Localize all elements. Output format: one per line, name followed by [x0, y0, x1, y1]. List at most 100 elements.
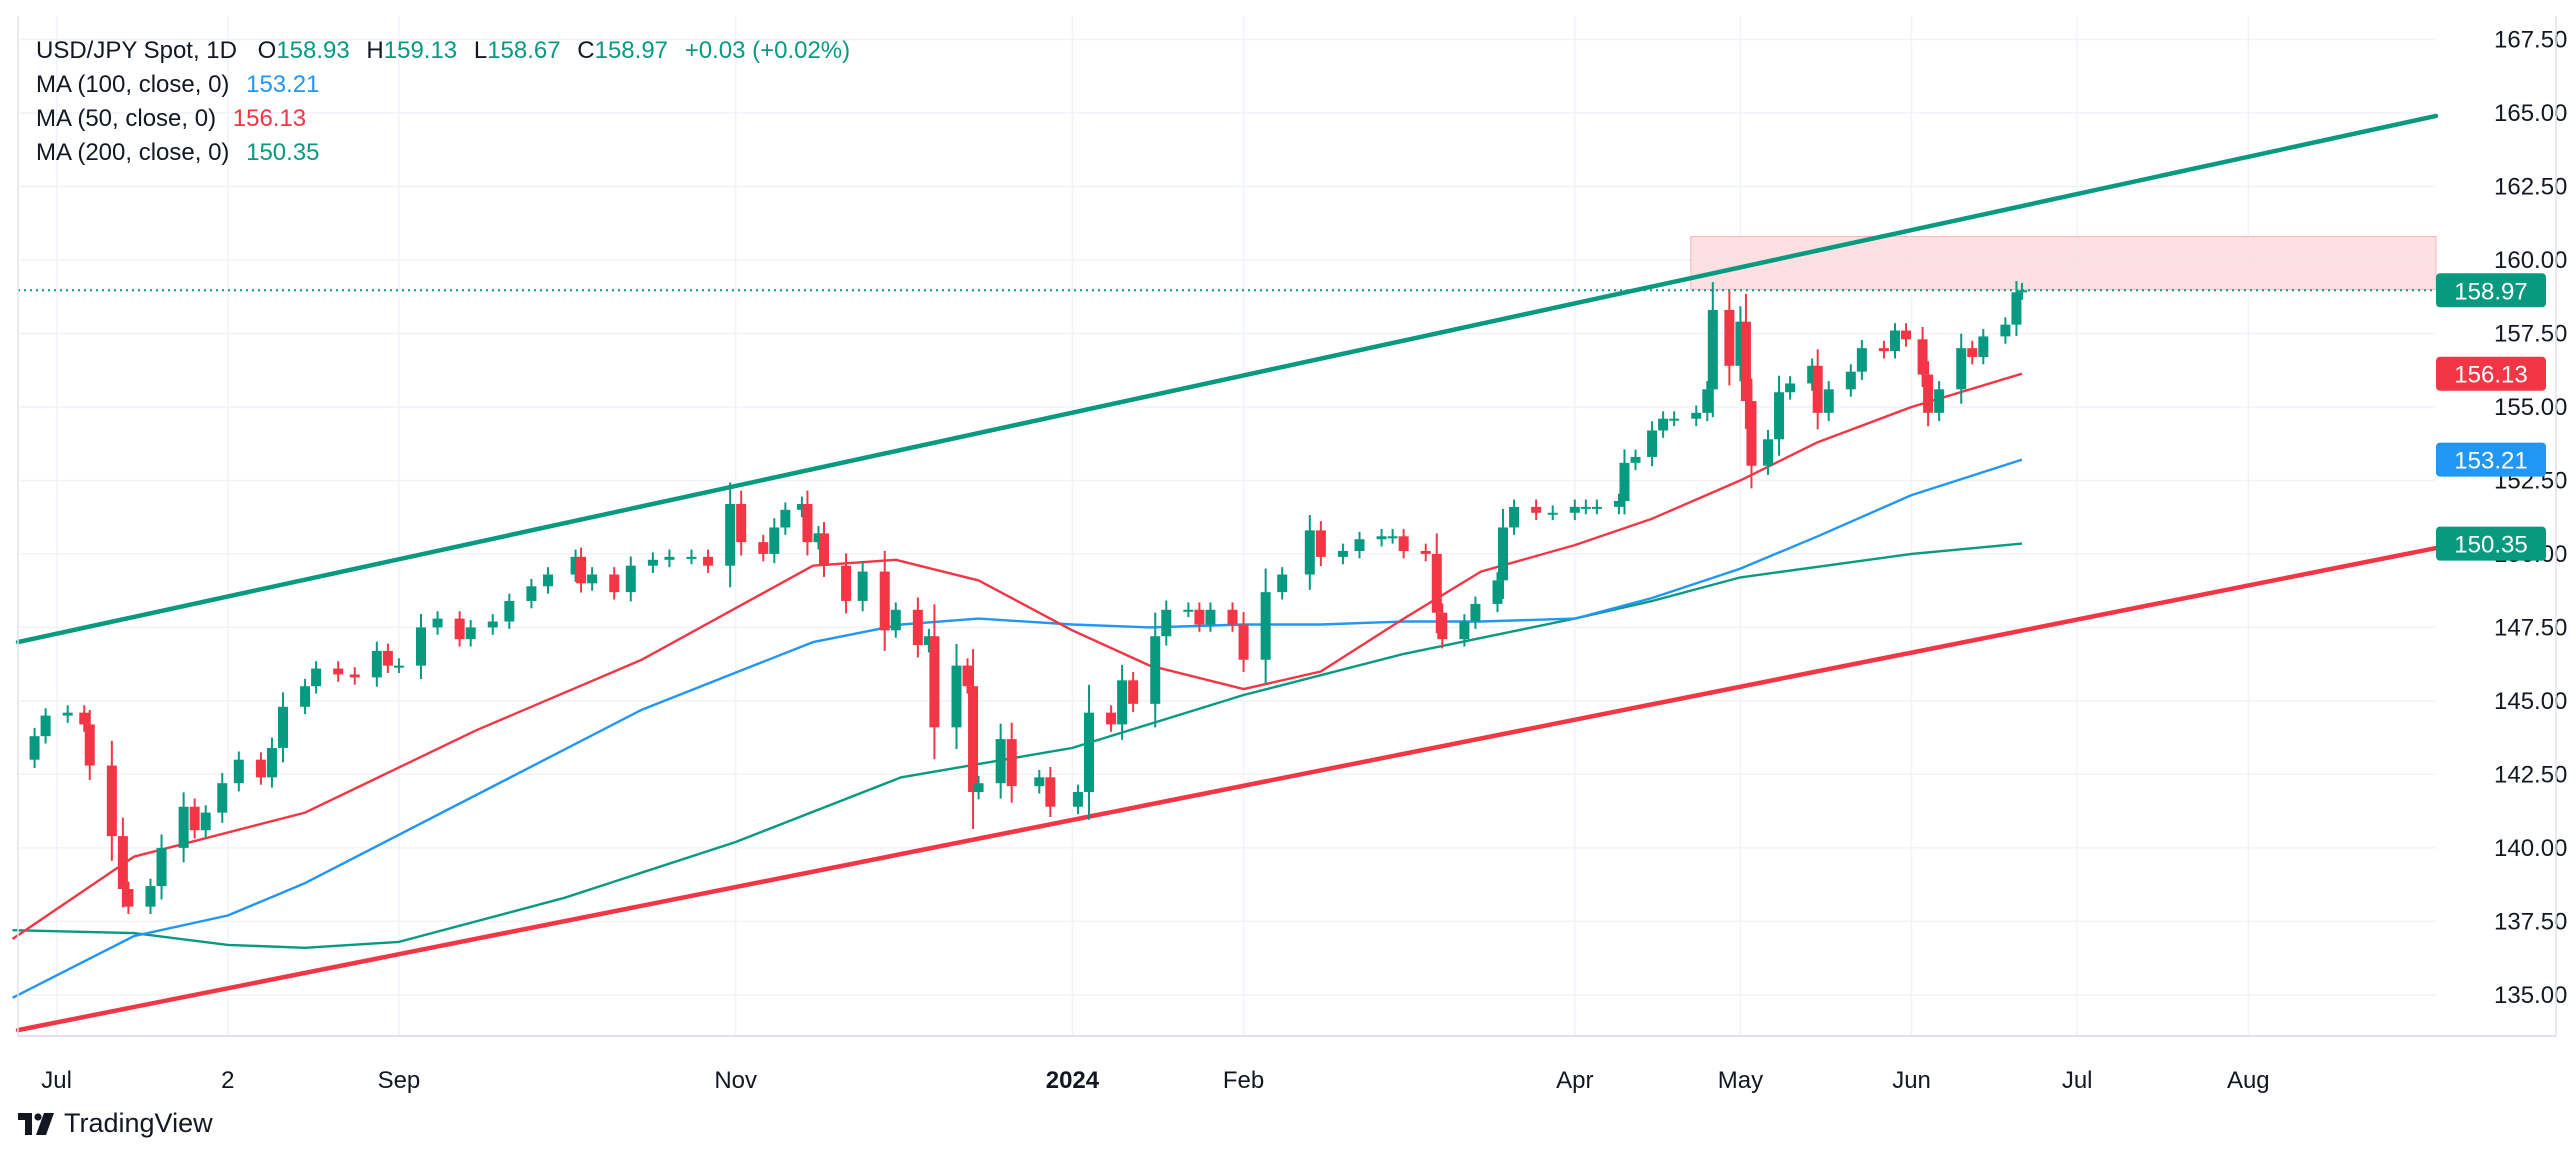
candle-body-up [1763, 439, 1774, 466]
candle-body-up [393, 665, 404, 668]
moving-averages-layer [11, 372, 2023, 999]
tradingview-branding[interactable]: TradingView [18, 1108, 213, 1139]
candle-body-down [123, 889, 134, 907]
candle-body-up [857, 571, 868, 601]
ma50-value: 156.13 [232, 105, 307, 132]
candle-body-up [813, 533, 824, 543]
y-tick-label: 140.00 [2494, 835, 2567, 862]
price-label-text: 156.13 [2454, 362, 2527, 389]
candle-body-up [145, 886, 156, 907]
candle-body-up [487, 621, 498, 628]
candle-body-up [1034, 777, 1045, 787]
open-label: O [257, 37, 277, 64]
candle-body-up [1161, 609, 1172, 637]
candle-body-up [686, 556, 697, 559]
y-tick-label: 137.50 [2494, 908, 2567, 935]
price-labels-layer: 158.97 156.13 153.21 150.35 [2436, 273, 2546, 561]
candle-body-down [189, 806, 200, 831]
candle-body-up [725, 503, 736, 566]
candle-body-down [1724, 309, 1735, 366]
upper-trendline [15, 113, 2439, 645]
candle-body-down [1106, 712, 1117, 725]
candle-body-up [2000, 324, 2011, 337]
candle-body-down [736, 503, 747, 543]
candle-body-down [968, 686, 979, 793]
candle-body-up [890, 609, 901, 631]
candle-body-up [1856, 348, 1867, 372]
candle-body-up [200, 812, 211, 831]
ma200-legend-row: MA (200, close, 0) 150.35 [36, 136, 850, 170]
candle-body-down [1315, 530, 1326, 557]
candle-body-down [382, 650, 393, 666]
candle-body-down [962, 665, 973, 687]
x-tick-label: Jun [1892, 1067, 1931, 1094]
candle-body-down [1227, 609, 1238, 625]
price-label-box [2436, 273, 2546, 308]
candle-body-down [1923, 374, 1934, 413]
candle-body-down [819, 533, 829, 566]
tradingview-wordmark: TradingView [64, 1108, 213, 1138]
y-tick-label: 145.00 [2494, 688, 2567, 715]
x-tick-label: Jul [41, 1067, 72, 1094]
candle-body-up [1387, 536, 1398, 539]
candle-body-down [1431, 553, 1442, 613]
candle-body-up [1569, 506, 1580, 513]
candle-body-up [1669, 418, 1680, 421]
ma50-legend-row: MA (50, close, 0) 156.13 [36, 102, 850, 136]
y-tick-label: 160.00 [2494, 247, 2567, 274]
candle-body-up [570, 556, 581, 575]
candle-body-down [255, 759, 266, 778]
candle-body-up [300, 686, 311, 707]
candle-body-up [664, 556, 675, 560]
candle-body-up [277, 706, 288, 748]
candle-body-down [454, 618, 465, 640]
x-tick-label: Aug [2227, 1067, 2270, 1094]
candle-body-up [1277, 574, 1288, 593]
price-label-text: 158.97 [2454, 278, 2527, 305]
candle-body-up [1591, 506, 1602, 509]
candle-body-down [1967, 348, 1978, 357]
candle-body-up [995, 739, 1006, 784]
ma100-line [11, 458, 2023, 999]
resistance-zone [1690, 235, 2437, 290]
candle-body-up [62, 712, 73, 716]
candle-body-up [1498, 527, 1509, 581]
x-tick-label: Apr [1556, 1067, 1593, 1094]
candle-body-up [217, 783, 228, 813]
candle-body-down [106, 765, 117, 837]
candle-body-down [1531, 506, 1542, 513]
y-tick-label: 157.50 [2494, 320, 2567, 347]
candle-body-up [29, 736, 40, 760]
ma200-line [12, 542, 2023, 949]
chart-legend: USD/JPY Spot, 1D O158.93 H159.13 L158.67… [36, 34, 850, 170]
candle-body-up [1580, 506, 1591, 509]
candles-layer [29, 280, 2027, 915]
candle-body-down [609, 574, 620, 593]
candle-body-down [1128, 680, 1139, 704]
candle-body-up [769, 527, 780, 554]
axes-layer: 135.00 137.50 140.00 142.50 145.00 147.50 150.… [17, 16, 2567, 1094]
candle-body-down [758, 542, 769, 554]
candle-body-up [1647, 430, 1658, 457]
candle-body-up [416, 627, 426, 666]
candle-body-up [504, 600, 515, 622]
ma200-label: MA (200, close, 0) [36, 139, 230, 166]
x-tick-label: Feb [1223, 1067, 1264, 1094]
candle-body-up [1117, 680, 1128, 725]
candle-body-up [1547, 512, 1558, 515]
candle-body-up [465, 627, 476, 640]
candle-body-up [1823, 389, 1834, 413]
candle-body-up [796, 503, 807, 510]
candle-body-down [1006, 739, 1017, 787]
candle-body-up [973, 783, 984, 793]
candle-body-down [349, 674, 360, 678]
candle-body-up [311, 668, 322, 687]
candle-body-down [1420, 550, 1431, 554]
candle-body-up [1845, 371, 1856, 390]
candle-body-up [1889, 330, 1900, 352]
high-label: H [366, 37, 384, 64]
low-value: 158.67 [487, 37, 561, 64]
candle-body-down [1812, 365, 1823, 413]
candle-body-up [371, 650, 382, 678]
